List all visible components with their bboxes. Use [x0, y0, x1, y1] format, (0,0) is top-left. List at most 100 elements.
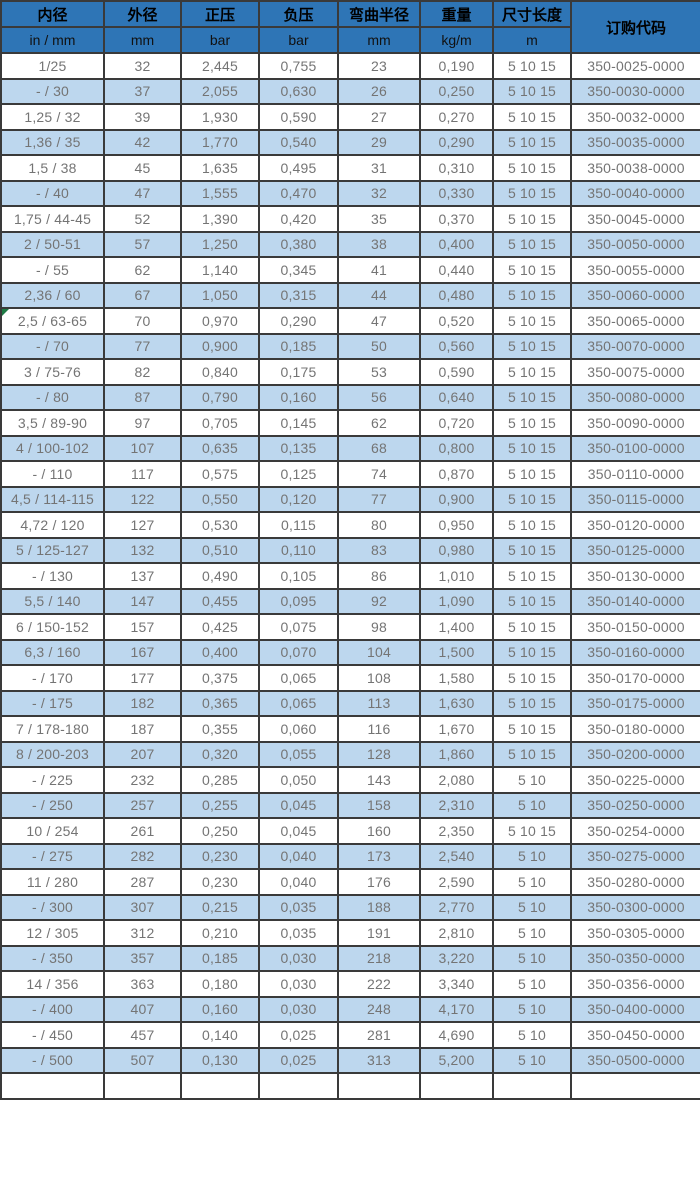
cell-inner-diameter: 2,5 / 63-65	[0, 307, 105, 335]
hose-spec-table: 内径 外径 正压 负压 弯曲半径 重量 尺寸长度 订购代码 in / mm mm…	[0, 0, 700, 1100]
cell-inner-diameter: - / 40	[0, 179, 105, 207]
cell-inner-diameter: - / 110	[0, 460, 105, 488]
cell-order-code: 350-0032-0000	[570, 103, 700, 131]
col-header-inner-diameter: 内径	[0, 0, 105, 28]
cell-weight: 0,310	[419, 154, 494, 182]
cell-positive-pressure: 1,050	[180, 281, 260, 309]
cell-inner-diameter	[0, 1072, 105, 1100]
cell-negative-pressure: 0,030	[258, 995, 339, 1023]
cell-inner-diameter: 5,5 / 140	[0, 587, 105, 615]
cell-bend-radius: 98	[337, 613, 421, 641]
cell-positive-pressure: 0,365	[180, 689, 260, 717]
unit-lengths: m	[492, 26, 572, 54]
cell-outer-diameter: 147	[103, 587, 182, 615]
cell-outer-diameter: 122	[103, 485, 182, 513]
cell-lengths: 5 10 15	[492, 205, 572, 233]
cell-bend-radius: 32	[337, 179, 421, 207]
cell-positive-pressure: 0,320	[180, 740, 260, 768]
cell-bend-radius: 35	[337, 205, 421, 233]
cell-lengths: 5 10 15	[492, 128, 572, 156]
cell-positive-pressure: 1,930	[180, 103, 260, 131]
cell-positive-pressure: 0,130	[180, 1046, 260, 1074]
table-header: 内径 外径 正压 负压 弯曲半径 重量 尺寸长度 订购代码 in / mm mm…	[0, 0, 700, 54]
cell-bend-radius: 313	[337, 1046, 421, 1074]
cell-inner-diameter: - / 130	[0, 562, 105, 590]
cell-positive-pressure: 0,210	[180, 919, 260, 947]
cell-weight: 1,670	[419, 715, 494, 743]
col-header-negative-pressure: 负压	[258, 0, 339, 28]
cell-inner-diameter: 1,25 / 32	[0, 103, 105, 131]
cell-negative-pressure: 0,075	[258, 613, 339, 641]
cell-lengths: 5 10	[492, 791, 572, 819]
table-row: - / 55 62 1,140 0,345 41 0,440 5 10 15 3…	[0, 256, 700, 284]
cell-inner-diameter: - / 300	[0, 893, 105, 921]
cell-weight: 4,690	[419, 1021, 494, 1049]
table-row: - / 175 182 0,365 0,065 113 1,630 5 10 1…	[0, 689, 700, 717]
table-row: - / 225 232 0,285 0,050 143 2,080 5 10 3…	[0, 766, 700, 794]
cell-outer-diameter: 32	[103, 52, 182, 80]
cell-lengths: 5 10	[492, 919, 572, 947]
cell-weight: 0,370	[419, 205, 494, 233]
cell-outer-diameter: 117	[103, 460, 182, 488]
cell-negative-pressure: 0,070	[258, 638, 339, 666]
cell-outer-diameter: 132	[103, 536, 182, 564]
cell-order-code: 350-0100-0000	[570, 434, 700, 462]
cell-lengths: 5 10 15	[492, 383, 572, 411]
cell-negative-pressure: 0,630	[258, 77, 339, 105]
cell-bend-radius: 47	[337, 307, 421, 335]
cell-weight: 5,200	[419, 1046, 494, 1074]
cell-outer-diameter: 257	[103, 791, 182, 819]
cell-positive-pressure: 0,215	[180, 893, 260, 921]
cell-weight: 0,250	[419, 77, 494, 105]
col-header-outer-diameter: 外径	[103, 0, 182, 28]
table-row: - / 450 457 0,140 0,025 281 4,690 5 10 3…	[0, 1021, 700, 1049]
table-row: - / 80 87 0,790 0,160 56 0,640 5 10 15 3…	[0, 383, 700, 411]
cell-weight: 1,010	[419, 562, 494, 590]
cell-outer-diameter: 52	[103, 205, 182, 233]
cell-outer-diameter: 261	[103, 817, 182, 845]
cell-lengths: 5 10 15	[492, 358, 572, 386]
cell-outer-diameter: 37	[103, 77, 182, 105]
cell-inner-diameter: - / 80	[0, 383, 105, 411]
cell-bend-radius: 68	[337, 434, 421, 462]
cell-bend-radius: 158	[337, 791, 421, 819]
cell-negative-pressure: 0,175	[258, 358, 339, 386]
cell-positive-pressure: 0,230	[180, 868, 260, 896]
table-row-partial	[0, 1072, 700, 1100]
cell-weight: 2,770	[419, 893, 494, 921]
cell-positive-pressure: 0,180	[180, 970, 260, 998]
cell-inner-diameter: 8 / 200-203	[0, 740, 105, 768]
header-row-units: in / mm mm bar bar mm kg/m m	[0, 26, 700, 54]
table-row: 4 / 100-102 107 0,635 0,135 68 0,800 5 1…	[0, 434, 700, 462]
cell-order-code: 350-0110-0000	[570, 460, 700, 488]
cell-order-code: 350-0150-0000	[570, 613, 700, 641]
cell-order-code: 350-0250-0000	[570, 791, 700, 819]
col-header-bend-radius: 弯曲半径	[337, 0, 421, 28]
cell-bend-radius: 176	[337, 868, 421, 896]
table-row: 5 / 125-127 132 0,510 0,110 83 0,980 5 1…	[0, 536, 700, 564]
cell-lengths: 5 10 15	[492, 332, 572, 360]
cell-negative-pressure: 0,135	[258, 434, 339, 462]
header-row-labels: 内径 外径 正压 负压 弯曲半径 重量 尺寸长度 订购代码	[0, 0, 700, 54]
cell-order-code: 350-0050-0000	[570, 230, 700, 258]
table-row: 12 / 305 312 0,210 0,035 191 2,810 5 10 …	[0, 919, 700, 947]
cell-order-code: 350-0030-0000	[570, 77, 700, 105]
cell-positive-pressure: 0,230	[180, 842, 260, 870]
cell-inner-diameter: 3,5 / 89-90	[0, 409, 105, 437]
cell-order-code: 350-0275-0000	[570, 842, 700, 870]
cell-inner-diameter: 2 / 50-51	[0, 230, 105, 258]
cell-order-code: 350-0120-0000	[570, 511, 700, 539]
cell-lengths: 5 10	[492, 995, 572, 1023]
cell-order-code: 350-0175-0000	[570, 689, 700, 717]
cell-order-code: 350-0400-0000	[570, 995, 700, 1023]
cell-bend-radius: 80	[337, 511, 421, 539]
table-row: - / 250 257 0,255 0,045 158 2,310 5 10 3…	[0, 791, 700, 819]
cell-inner-diameter: 2,36 / 60	[0, 281, 105, 309]
cell-weight: 2,350	[419, 817, 494, 845]
cell-outer-diameter: 87	[103, 383, 182, 411]
cell-inner-diameter: 1,75 / 44-45	[0, 205, 105, 233]
cell-positive-pressure: 1,555	[180, 179, 260, 207]
cell-outer-diameter: 157	[103, 613, 182, 641]
cell-lengths: 5 10 15	[492, 179, 572, 207]
table-row: - / 40 47 1,555 0,470 32 0,330 5 10 15 3…	[0, 179, 700, 207]
